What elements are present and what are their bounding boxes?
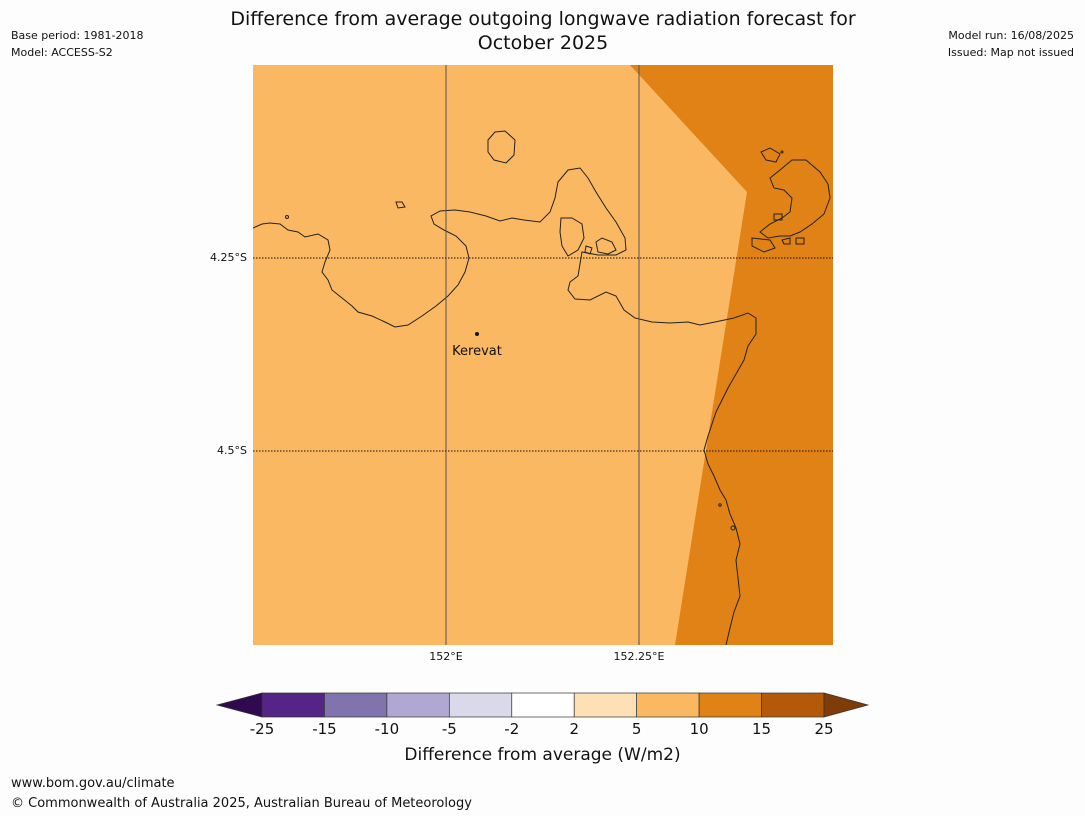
anomaly-fill-10-15 bbox=[630, 65, 833, 645]
colorbar-segment bbox=[261, 692, 325, 718]
title-line-1: Difference from average outgoing longwav… bbox=[230, 8, 856, 30]
footer-copyright: © Commonwealth of Australia 2025, Austra… bbox=[11, 796, 472, 811]
base-period: Base period: 1981-2018 bbox=[11, 29, 144, 42]
colorbar-tick-label: 2 bbox=[569, 720, 579, 738]
colorbar-segment bbox=[386, 692, 450, 718]
colorbar-segment bbox=[698, 692, 762, 718]
colorbar-segment bbox=[511, 692, 575, 718]
colorbar-tick-label: 5 bbox=[631, 720, 642, 738]
issued-status: Issued: Map not issued bbox=[947, 46, 1074, 59]
meta-left: Base period: 1981-2018 Model: ACCESS-S2 bbox=[11, 27, 143, 61]
colorbar-segment bbox=[573, 692, 638, 718]
colorbar-tick-label: -25 bbox=[249, 720, 275, 738]
meta-right: Model run: 16/08/2025 Issued: Map not is… bbox=[948, 27, 1074, 61]
model-name: Model: ACCESS-S2 bbox=[11, 46, 113, 59]
lon-label-152: 152°E bbox=[429, 650, 463, 663]
map-gridlines bbox=[253, 65, 833, 645]
colorbar-tick-label: -2 bbox=[504, 720, 520, 738]
colorbar-segment bbox=[636, 692, 700, 718]
coastline bbox=[253, 130, 831, 645]
colorbar-tick-label: 10 bbox=[689, 720, 709, 738]
colorbar-extend-low bbox=[215, 692, 263, 718]
colorbar-extend-high bbox=[823, 692, 870, 718]
lon-label-152-25: 152.25°E bbox=[613, 650, 665, 663]
kerevat-marker bbox=[475, 332, 479, 336]
colorbar-tick-label: -5 bbox=[441, 720, 457, 738]
colorbar-segment bbox=[448, 692, 513, 718]
colorbar-tick-label: -10 bbox=[374, 720, 400, 738]
colorbar-tick-label: 25 bbox=[814, 720, 834, 738]
lat-label-4-25: 4.25°S bbox=[210, 251, 247, 264]
colorbar-tick-label: 15 bbox=[752, 720, 772, 738]
colorbar-segment bbox=[761, 692, 825, 718]
footer-url: www.bom.gov.au/climate bbox=[11, 776, 175, 791]
title-line-2: October 2025 bbox=[477, 32, 609, 54]
lat-label-4-5: 4.5°S bbox=[217, 444, 247, 457]
colorbar-segment bbox=[324, 692, 388, 718]
model-run: Model run: 16/08/2025 bbox=[948, 29, 1074, 42]
colorbar-title: Difference from average (W/m2) bbox=[404, 745, 681, 765]
colorbar-tick-label: -15 bbox=[312, 720, 337, 738]
page-title: Difference from average outgoing longwav… bbox=[200, 7, 886, 55]
kerevat-label: Kerevat bbox=[452, 344, 502, 359]
